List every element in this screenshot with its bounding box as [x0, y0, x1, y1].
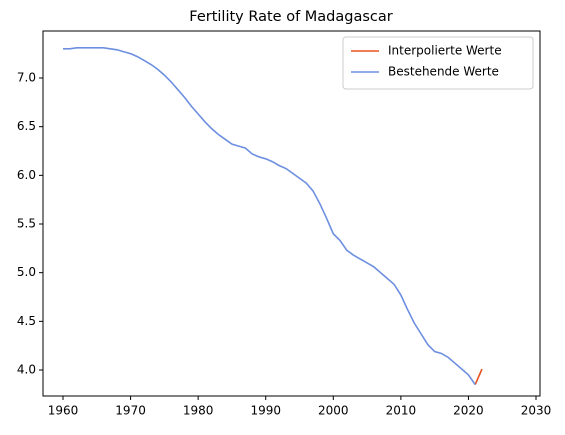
legend-label: Interpolierte Werte	[388, 44, 502, 58]
y-tick-label: 4.0	[17, 363, 36, 377]
y-tick-label: 5.0	[17, 265, 36, 279]
y-tick-label: 5.5	[17, 217, 36, 231]
y-tick-label: 6.5	[17, 119, 36, 133]
y-tick-label: 7.0	[17, 71, 36, 85]
x-tick-label: 2020	[453, 404, 484, 418]
legend-label: Bestehende Werte	[388, 65, 499, 79]
x-tick-label: 2010	[386, 404, 417, 418]
chart-title: Fertility Rate of Madagascar	[189, 9, 393, 25]
x-tick-label: 1990	[250, 404, 281, 418]
line-series	[474, 368, 483, 385]
x-tick-label: 2000	[318, 404, 349, 418]
x-tick-label: 1960	[48, 404, 79, 418]
y-tick-label: 6.0	[17, 168, 36, 182]
line-series	[63, 47, 476, 386]
x-tick-label: 1970	[115, 404, 146, 418]
y-tick-label: 4.5	[17, 314, 36, 328]
x-tick-label: 2030	[521, 404, 552, 418]
legend-box	[342, 36, 534, 90]
axes-frame	[42, 30, 541, 397]
x-tick-label: 1980	[183, 404, 214, 418]
